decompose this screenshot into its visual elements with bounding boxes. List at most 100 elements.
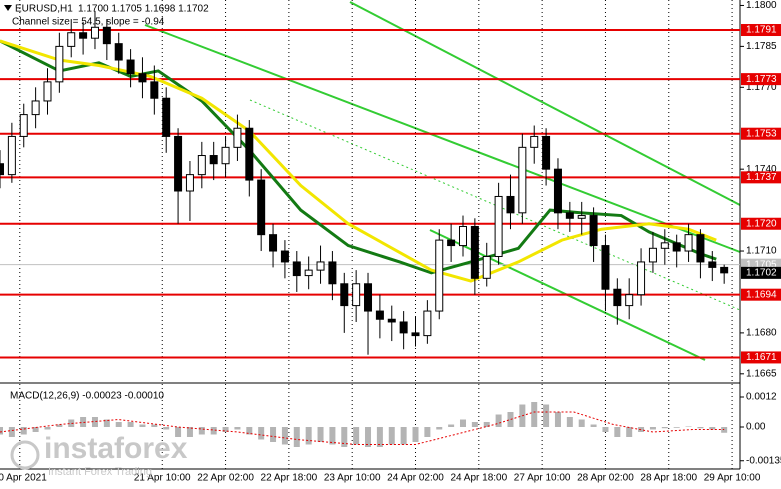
macd-bar: [673, 427, 680, 428]
candle-body: [138, 73, 147, 83]
macd-bar: [697, 427, 704, 429]
macd-bar: [614, 427, 621, 437]
candle-body: [340, 283, 349, 307]
candle-body: [174, 135, 183, 192]
candle-body: [304, 269, 313, 277]
macd-bar: [151, 424, 158, 427]
candle-body: [447, 239, 456, 247]
macd-bar: [68, 419, 75, 427]
candle-body: [696, 234, 705, 263]
level-label: 1.1791: [746, 25, 777, 36]
candle-body: [90, 26, 99, 39]
candle-body: [435, 239, 444, 312]
x-tick-label: 22 Apr 18:00: [261, 473, 318, 484]
macd-bar: [578, 419, 585, 427]
macd-bar: [376, 427, 383, 447]
macd-bar: [626, 427, 633, 437]
x-tick-label: 22 Apr 02:00: [197, 473, 254, 484]
candle-body: [530, 135, 539, 148]
candle-body: [197, 155, 206, 176]
candle-body: [150, 81, 159, 99]
candle-body: [387, 318, 396, 323]
symbol-title: EURUSD,H1: [15, 4, 73, 15]
candle-body: [79, 32, 88, 39]
candle-body: [114, 43, 123, 61]
macd-bar: [139, 424, 146, 427]
watermark-tagline: Instant Forex Trading: [48, 466, 152, 478]
y-tick-label: 0.0012: [746, 392, 777, 403]
channel-line: [349, 1, 741, 206]
macd-bar: [602, 427, 609, 432]
macd-bar: [80, 417, 87, 427]
candle-body: [7, 135, 16, 176]
candle-body: [613, 288, 622, 307]
candle-body: [269, 234, 278, 252]
candle-body: [245, 127, 254, 181]
watermark-logo: [10, 440, 40, 470]
indicator-title: MACD(12,26,9) -0.00023 -0.00010: [10, 391, 164, 402]
x-tick-label: 29 Apr 10:00: [704, 473, 761, 484]
macd-bar: [8, 427, 15, 437]
macd-bar: [543, 404, 550, 427]
y-tick-label: 1.1680: [746, 328, 777, 339]
macd-bar: [103, 419, 110, 427]
level-box: [741, 171, 781, 184]
last-price-label: 1.1702: [746, 267, 777, 278]
candle-body: [518, 146, 527, 214]
ask-label: 1.1705: [746, 259, 777, 270]
candle-body: [221, 146, 230, 165]
y-tick-label: 1.1800: [746, 0, 777, 11]
candle-body: [280, 250, 289, 263]
candle-body: [565, 212, 574, 219]
channel-info: Channel size = 54.5, slope = -0.94: [12, 17, 165, 28]
macd-bar: [353, 427, 360, 445]
candle-body: [423, 310, 432, 337]
x-tick-label: 24 Apr 02:00: [387, 473, 444, 484]
level-box: [741, 351, 781, 364]
candle-body: [19, 114, 28, 137]
candle-body: [292, 261, 301, 277]
x-tick-label: 28 Apr 18:00: [640, 473, 697, 484]
level-label: 1.1720: [746, 218, 777, 229]
candle-body: [458, 225, 467, 247]
macd-bar: [507, 412, 514, 427]
macd-bar: [531, 402, 538, 427]
candle-body: [506, 195, 515, 214]
macd-bar: [329, 427, 336, 445]
candle-body: [352, 283, 361, 307]
candle-body: [648, 247, 657, 263]
macd-bar: [163, 427, 170, 430]
level-label: 1.1753: [746, 128, 777, 139]
macd-bar: [293, 427, 300, 447]
candle-body: [577, 215, 586, 219]
level-box: [741, 24, 781, 37]
macd-bar: [412, 427, 419, 442]
macd-bar: [436, 427, 443, 430]
level-box: [741, 217, 781, 230]
candle-body: [162, 97, 171, 137]
watermark-brand: instaforex: [44, 432, 188, 465]
candle-body: [542, 135, 551, 170]
level-box: [741, 288, 781, 301]
candle-body: [399, 321, 408, 334]
macd-bar: [32, 427, 39, 432]
candle-body: [708, 261, 717, 268]
macd-bar: [258, 427, 265, 440]
macd-bar: [222, 427, 229, 432]
macd-bar: [365, 427, 372, 447]
candle-body: [257, 179, 266, 236]
macd-bar: [0, 427, 3, 435]
signal-line: [0, 411, 725, 445]
x-tick-label: 28 Apr 02:00: [577, 473, 634, 484]
moving-average: [0, 39, 717, 283]
macd-bar: [459, 419, 466, 427]
level-label: 1.1671: [746, 352, 777, 363]
macd-bar: [661, 427, 668, 429]
candle-body: [720, 266, 729, 274]
watermark: instaforex Instant Forex Trading: [10, 432, 188, 478]
candle-body: [0, 163, 4, 176]
candle-body: [364, 283, 373, 312]
x-tick-label: 21 Apr 10:00: [134, 473, 191, 484]
candle-body: [55, 45, 64, 83]
macd-bar: [234, 427, 241, 430]
